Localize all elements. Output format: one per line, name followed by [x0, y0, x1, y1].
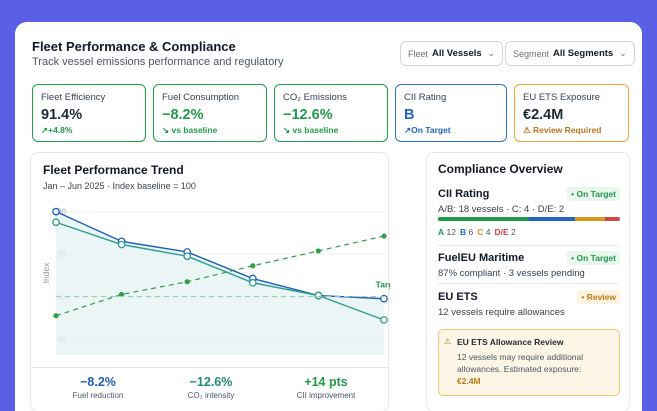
kpi-eu-ets-exposure[interactable]: EU ETS Exposure €2.4M ⚠ Review Required — [514, 84, 629, 142]
series-line-1 — [55, 221, 385, 321]
legend-c: C 4 — [477, 227, 491, 237]
kpi-delta: ↗+4.8% — [41, 125, 73, 135]
fleet-select-value: All Vessels — [432, 48, 482, 59]
compliance-title: Compliance Overview — [438, 162, 563, 176]
trend-chart: 100969288IndexJanFebMarAprMayJunTarget — [41, 207, 390, 355]
alert-title: EU ETS Allowance Review — [457, 337, 564, 347]
euets-section[interactable]: EU ETS 12 vessels require allowances • R… — [438, 290, 620, 318]
trend-panel: Fleet Performance Trend Jan – Jun 2025 ·… — [30, 152, 390, 411]
fueleu-section[interactable]: FuelEU Maritime 87% compliant · 3 vessel… — [438, 251, 620, 279]
stat-cii-improvement: +14 pts CII improvement — [276, 375, 376, 400]
legend-de: D/E 2 — [494, 227, 516, 237]
data-point — [53, 313, 59, 319]
kpi-fuel-consumption[interactable]: Fuel Consumption −8.2% ↘ vs baseline — [153, 84, 267, 142]
data-point — [183, 252, 192, 261]
fleet-select-label: Fleet — [408, 48, 429, 59]
alert-amount: €2.4M — [457, 376, 481, 386]
data-point — [250, 263, 256, 269]
kpi-label: Fuel Consumption — [162, 92, 240, 103]
compliance-panel: Compliance Overview CII Rating A/B: 18 v… — [426, 152, 630, 411]
status-badge: • On Target — [567, 251, 620, 265]
cii-distribution-bar — [438, 217, 620, 221]
euets-title: EU ETS — [438, 291, 478, 303]
cii-text: A/B: 18 vessels · C: 4 · D/E: 2 — [438, 204, 565, 215]
kpi-delta: ↘ vs baseline — [162, 125, 218, 135]
divider — [31, 367, 388, 368]
legend-b: B 6 — [459, 227, 474, 237]
kpi-delta: ↗On Target — [404, 125, 451, 135]
kpi-fleet-efficiency[interactable]: Fleet Efficiency 91.4% ↗+4.8% — [32, 84, 146, 142]
stat-value: −8.2% — [80, 375, 116, 389]
kpi-value: −12.6% — [283, 107, 333, 123]
fueleu-title: FuelEU Maritime — [438, 252, 525, 264]
warning-icon: ⚠ — [523, 125, 533, 135]
area-fill — [56, 211, 384, 355]
trend-down-icon: ↘ — [162, 125, 172, 135]
data-point — [315, 248, 321, 254]
segment-select[interactable]: Segment All Segments ⌄ — [505, 41, 635, 66]
data-point — [184, 279, 190, 285]
kpi-delta: ↘ vs baseline — [283, 125, 339, 135]
data-point — [381, 233, 387, 239]
alert-body: 12 vessels may require additional allowa… — [457, 352, 584, 386]
status-badge: • On Target — [567, 187, 620, 201]
data-point — [52, 218, 60, 227]
dashboard-card: Fleet Performance & Compliance Track ves… — [15, 22, 642, 411]
target-label: Target — [376, 280, 390, 290]
chevron-down-icon: ⌄ — [487, 48, 496, 58]
chevron-down-icon: ⌄ — [619, 48, 627, 58]
trend-up-icon: ↗ — [41, 125, 49, 135]
divider — [438, 283, 618, 284]
page-title: Fleet Performance & Compliance — [32, 39, 236, 54]
bar-segment-b — [529, 217, 575, 221]
data-point — [119, 291, 125, 298]
segment-select-value: All Segments — [553, 48, 614, 59]
kpi-value: −8.2% — [162, 107, 204, 123]
kpi-label: Fleet Efficiency — [41, 92, 106, 103]
trend-down-icon: ↘ — [283, 125, 293, 135]
data-point — [314, 291, 323, 300]
warning-icon: ⚠ — [444, 337, 452, 346]
kpi-co2-emissions[interactable]: CO₂ Emissions −12.6% ↘ vs baseline — [274, 84, 388, 142]
divider — [438, 245, 618, 246]
legend-a: A 12 — [438, 227, 456, 237]
page-subtitle: Track vessel emissions performance and r… — [32, 56, 284, 68]
stat-label: Fuel reduction — [72, 391, 124, 400]
kpi-label: CO₂ Emissions — [283, 92, 347, 103]
stat-co2-intensity: −12.6% CO₂ intensity — [161, 375, 261, 400]
ets-alert[interactable]: ⚠ EU ETS Allowance Review 12 vessels may… — [438, 329, 620, 396]
bar-segment-de — [604, 217, 620, 221]
stat-value: +14 pts — [304, 375, 348, 389]
bar-segment-a — [438, 217, 529, 221]
stat-label: CII improvement — [296, 391, 356, 400]
trend-subtitle: Jan – Jun 2025 · Index baseline = 100 — [43, 181, 196, 191]
trend-title: Fleet Performance Trend — [43, 163, 184, 177]
y-axis-label: Index — [41, 262, 51, 284]
kpi-value: B — [404, 107, 415, 123]
data-point — [248, 278, 257, 287]
data-point — [380, 316, 388, 324]
cii-section[interactable]: CII Rating A/B: 18 vessels · C: 4 · D/E:… — [438, 187, 620, 215]
fueleu-text: 87% compliant · 3 vessels pending — [438, 268, 585, 279]
kpi-value: 91.4% — [41, 107, 83, 123]
kpi-value: €2.4M — [523, 107, 564, 123]
kpi-cii-rating[interactable]: CII Rating B ↗On Target — [395, 84, 507, 142]
series-line-2 — [55, 235, 385, 317]
kpi-label: CII Rating — [404, 92, 447, 103]
stat-fuel-reduction: −8.2% Fuel reduction — [48, 375, 148, 400]
kpi-delta: ⚠ Review Required — [523, 125, 602, 135]
fleet-select[interactable]: Fleet All Vessels ⌄ — [400, 41, 504, 66]
status-badge: • Review — [577, 290, 620, 304]
data-point — [52, 207, 60, 216]
stat-label: CO₂ intensity — [187, 391, 235, 400]
stat-value: −12.6% — [189, 375, 233, 389]
cii-title: CII Rating — [438, 188, 490, 200]
segment-select-label: Segment — [513, 48, 550, 59]
kpi-label: EU ETS Exposure — [523, 92, 601, 103]
bar-segment-c — [574, 217, 605, 221]
data-point — [117, 240, 126, 249]
euets-text: 12 vessels require allowances — [438, 307, 565, 318]
cii-legend: A 12 B 6 C 4 D/E 2 — [438, 227, 516, 237]
check-icon: ↗ — [404, 125, 412, 135]
